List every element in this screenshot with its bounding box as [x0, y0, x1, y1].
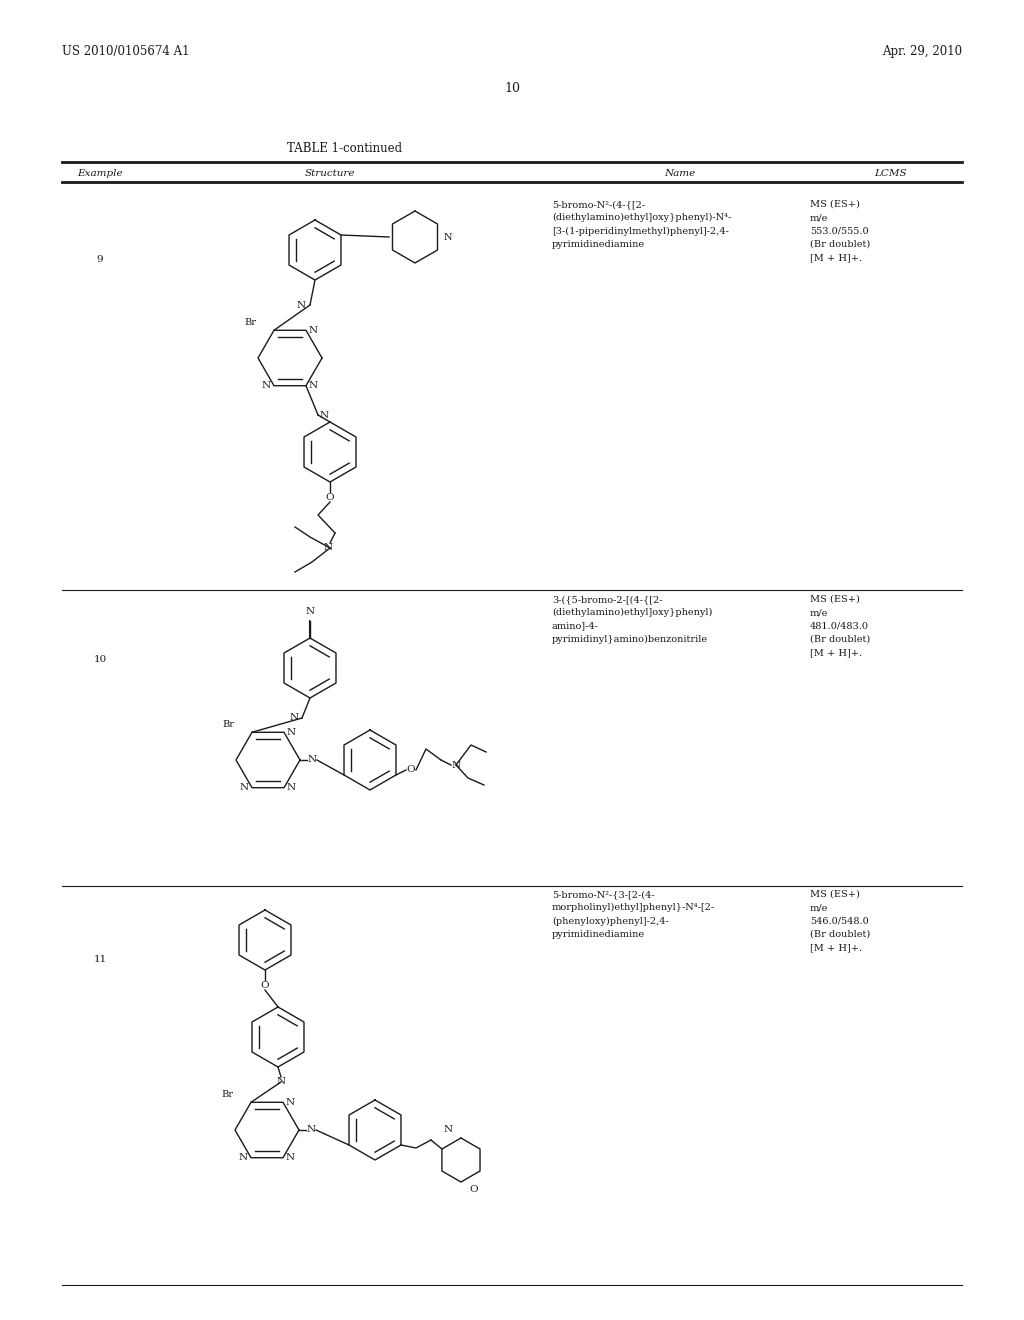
Text: Br: Br — [244, 318, 256, 327]
Text: O: O — [326, 492, 334, 502]
Text: N: N — [319, 411, 329, 420]
Text: 10: 10 — [504, 82, 520, 95]
Text: N: N — [309, 381, 318, 391]
Text: TABLE 1-continued: TABLE 1-continued — [288, 141, 402, 154]
Text: N: N — [324, 544, 333, 553]
Text: N: N — [287, 727, 296, 737]
Text: Br: Br — [221, 1090, 233, 1098]
Text: N: N — [290, 714, 299, 722]
Text: N: N — [276, 1077, 286, 1086]
Text: MS (ES+)
m/e
553.0/555.0
(Br doublet)
[M + H]+.: MS (ES+) m/e 553.0/555.0 (Br doublet) [M… — [810, 201, 870, 261]
Text: Example: Example — [77, 169, 123, 177]
Text: MS (ES+)
m/e
546.0/548.0
(Br doublet)
[M + H]+.: MS (ES+) m/e 546.0/548.0 (Br doublet) [M… — [810, 890, 870, 952]
Text: 11: 11 — [93, 956, 106, 965]
Text: LCMS: LCMS — [873, 169, 906, 177]
Text: Name: Name — [665, 169, 695, 177]
Text: N: N — [443, 1126, 453, 1134]
Text: O: O — [407, 766, 416, 775]
Text: N: N — [306, 1126, 315, 1134]
Text: MS (ES+)
m/e
481.0/483.0
(Br doublet)
[M + H]+.: MS (ES+) m/e 481.0/483.0 (Br doublet) [M… — [810, 595, 870, 657]
Text: N: N — [305, 606, 314, 615]
Text: O: O — [261, 981, 269, 990]
Text: O: O — [469, 1185, 477, 1195]
Text: 3-({5-bromo-2-[(4-{[2-
(diethylamino)ethyl]oxy}phenyl)
amino]-4-
pyrimidinyl}ami: 3-({5-bromo-2-[(4-{[2- (diethylamino)eth… — [552, 595, 713, 644]
Text: N: N — [307, 755, 316, 764]
Text: N: N — [286, 1154, 295, 1162]
Text: US 2010/0105674 A1: US 2010/0105674 A1 — [62, 45, 189, 58]
Text: 5-bromo-N²-{3-[2-(4-
morpholinyl)ethyl]phenyl}-N⁴-[2-
(phenyloxy)phenyl]-2,4-
py: 5-bromo-N²-{3-[2-(4- morpholinyl)ethyl]p… — [552, 890, 715, 939]
Text: N: N — [287, 783, 296, 792]
Text: N: N — [262, 381, 271, 391]
Text: N: N — [309, 326, 318, 335]
Text: N: N — [239, 1154, 248, 1162]
Text: 9: 9 — [96, 256, 103, 264]
Text: N: N — [240, 783, 249, 792]
Text: Br: Br — [222, 719, 234, 729]
Text: N: N — [286, 1098, 295, 1106]
Text: Structure: Structure — [305, 169, 355, 177]
Text: N: N — [297, 301, 306, 309]
Text: 10: 10 — [93, 656, 106, 664]
Text: 5-bromo-N²-(4-{[2-
(diethylamino)ethyl]oxy}phenyl)-N⁴-
[3-(1-piperidinylmethyl)p: 5-bromo-N²-(4-{[2- (diethylamino)ethyl]o… — [552, 201, 731, 249]
Text: N: N — [452, 760, 461, 770]
Text: Apr. 29, 2010: Apr. 29, 2010 — [882, 45, 962, 58]
Text: N: N — [444, 232, 453, 242]
